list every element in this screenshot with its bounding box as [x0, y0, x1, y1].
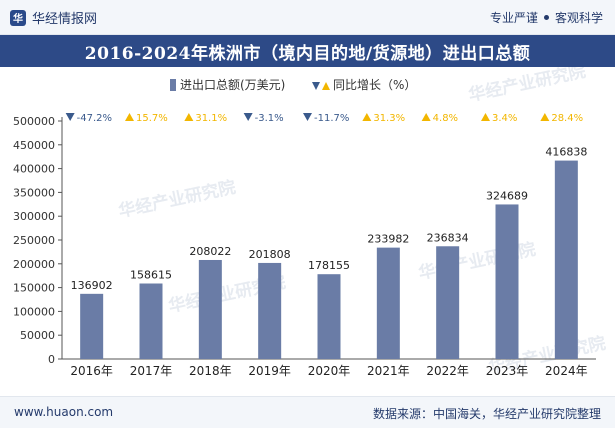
y-tick-label: 450000	[13, 139, 55, 152]
growth-up-triangle-icon	[540, 113, 550, 121]
growth-up-triangle-icon	[184, 113, 194, 121]
tagline-left: 专业严谨	[489, 11, 538, 25]
growth-label: -3.1%	[255, 113, 284, 124]
tagline: 专业严谨 客观科学	[490, 9, 603, 26]
top-bar: 华 华经情报网 专业严谨 客观科学	[0, 0, 615, 35]
growth-label: 4.8%	[433, 113, 458, 124]
legend-down-triangle-icon	[312, 82, 320, 90]
x-tick-label: 2018年	[189, 364, 232, 378]
bar	[495, 204, 519, 359]
bar-value-label: 324689	[486, 189, 528, 202]
chart-area: 华经产业研究院华经产业研究院华经产业研究院华经产业研究院华经产业研究院进出口总额…	[13, 67, 607, 378]
watermark-text: 华经产业研究院	[417, 239, 538, 284]
bar	[376, 247, 400, 359]
bar-value-label: 208022	[189, 245, 231, 258]
bar-value-label: 136902	[71, 279, 113, 292]
logo-icon: 华	[10, 9, 26, 26]
data-source: 数据来源：中国海关，华经产业研究院整理	[372, 407, 601, 421]
bar-value-label: 416838	[545, 146, 587, 159]
x-tick-label: 2019年	[248, 364, 291, 378]
bar-value-label: 233982	[367, 233, 409, 246]
y-tick-label: 100000	[13, 305, 55, 318]
chart-title: 2016-2024年株洲市（境内目的地/货源地）进出口总额	[84, 43, 531, 64]
y-tick-label: 200000	[13, 258, 55, 271]
y-tick-label: 250000	[13, 234, 55, 247]
bar	[317, 274, 341, 359]
bullet-icon	[543, 15, 549, 20]
growth-up-triangle-icon	[362, 113, 372, 121]
y-tick-label: 50000	[20, 329, 55, 342]
watermark-text: 华经产业研究院	[117, 177, 238, 222]
bar	[436, 246, 460, 359]
bar	[554, 160, 578, 359]
bar	[258, 262, 282, 359]
watermark-text: 华经产业研究院	[467, 67, 588, 106]
growth-label: 31.1%	[195, 113, 227, 124]
x-tick-label: 2017年	[130, 364, 173, 378]
footer: www.huaon.com 数据来源：中国海关，华经产业研究院整理	[0, 396, 615, 428]
growth-label: 31.3%	[373, 113, 405, 124]
brand[interactable]: 华 华经情报网	[10, 8, 97, 27]
bar	[139, 283, 163, 359]
legend-bar-swatch	[170, 79, 176, 91]
y-tick-label: 500000	[13, 115, 55, 128]
x-tick-label: 2024年	[545, 364, 588, 378]
tagline-right: 客观科学	[554, 11, 603, 25]
y-tick-label: 350000	[13, 186, 55, 199]
growth-label: -11.7%	[314, 113, 349, 124]
legend-label-growth: 同比增长（%）	[333, 78, 416, 92]
growth-down-triangle-icon	[243, 113, 253, 121]
growth-down-triangle-icon	[65, 113, 75, 121]
site-url[interactable]: www.huaon.com	[14, 405, 114, 419]
y-tick-label: 150000	[13, 282, 55, 295]
title-bar: 2016-2024年株洲市（境内目的地/货源地）进出口总额	[0, 35, 615, 67]
bar-value-label: 236834	[427, 231, 469, 244]
growth-label: -47.2%	[77, 113, 112, 124]
growth-label: 3.4%	[492, 113, 517, 124]
x-tick-label: 2021年	[367, 364, 410, 378]
growth-down-triangle-icon	[303, 113, 312, 121]
legend-label-total: 进出口总额(万美元)	[180, 78, 285, 92]
bar-value-label: 178155	[308, 259, 350, 272]
y-tick-label: 400000	[13, 163, 55, 176]
growth-up-triangle-icon	[481, 113, 490, 121]
growth-up-triangle-icon	[421, 113, 431, 121]
brand-name: 华经情报网	[32, 12, 98, 27]
x-tick-label: 2023年	[486, 364, 529, 378]
bar	[198, 259, 222, 359]
bar	[80, 293, 104, 359]
growth-label: 28.4%	[551, 113, 583, 124]
growth-label: 15.7%	[136, 113, 168, 124]
bar-value-label: 201808	[249, 248, 291, 261]
x-tick-label: 2020年	[308, 364, 351, 378]
legend-up-triangle-icon	[322, 82, 330, 90]
x-tick-label: 2022年	[426, 364, 469, 378]
growth-up-triangle-icon	[125, 113, 134, 121]
x-tick-label: 2016年	[70, 364, 113, 378]
y-tick-label: 300000	[13, 210, 55, 223]
bar-value-label: 158615	[130, 268, 172, 281]
y-tick-label: 0	[48, 353, 55, 366]
